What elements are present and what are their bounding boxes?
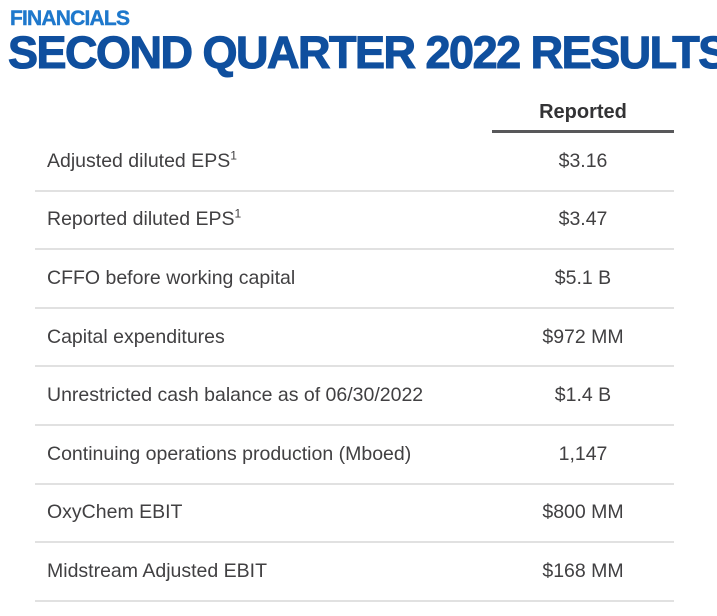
table-body: Adjusted diluted EPS1 $3.16 Reported dil… [35,133,674,602]
footnote-ref: 1 [234,206,242,221]
metric-label-text: Adjusted diluted EPS [47,149,231,172]
table-row: OxyChem EBIT $800 MM [35,485,674,544]
metric-label-text: Midstream Adjusted EBIT [47,559,268,582]
metric-label-text: Continuing operations production (Mboed) [47,442,412,465]
results-table: Reported Adjusted diluted EPS1 $3.16 Rep… [35,95,674,602]
metric-value: $5.1 B [554,266,612,289]
metric-label-text: Reported diluted EPS [47,208,235,231]
metric-label-text: Unrestricted cash balance as of 06/30/20… [47,384,424,407]
column-header-reported: Reported [492,101,674,133]
page-title: SECOND QUARTER 2022 RESULTS [7,26,717,78]
metric-label: Continuing operations production (Mboed) [35,443,492,466]
table-row: Reported diluted EPS1 $3.47 [35,192,674,251]
metric-value: $1.4 B [554,384,612,407]
table-row: Unrestricted cash balance as of 06/30/20… [35,367,674,426]
metric-value: $3.47 [558,208,608,231]
footnote-ref: 1 [230,148,237,163]
metric-label: OxyChem EBIT [35,501,492,524]
table-row: Capital expenditures $972 MM [35,309,674,368]
metric-value: 1,147 [558,442,608,465]
table-row: Midstream Adjusted EBIT $168 MM [35,543,674,602]
metric-label-text: OxyChem EBIT [47,501,183,524]
table-header-row: Reported [35,95,674,133]
metric-label: Reported diluted EPS1 [35,208,492,231]
table-row: Continuing operations production (Mboed)… [35,426,674,485]
metric-value: $3.16 [558,149,608,172]
metric-label-text: CFFO before working capital [47,266,296,289]
metric-value: $800 MM [542,501,624,524]
section-eyebrow: FINANCIALS [10,7,130,30]
table-row: CFFO before working capital $5.1 B [35,250,674,309]
metric-value: $168 MM [542,559,624,582]
metric-label-text: Capital expenditures [47,325,225,348]
table-row: Adjusted diluted EPS1 $3.16 [35,133,674,192]
metric-label: Adjusted diluted EPS1 [35,148,492,173]
metric-value: $972 MM [542,325,624,348]
metric-label: Unrestricted cash balance as of 06/30/20… [35,384,492,407]
metric-label: CFFO before working capital [35,267,492,290]
metric-label: Midstream Adjusted EBIT [35,560,492,583]
metric-label: Capital expenditures [35,326,492,349]
